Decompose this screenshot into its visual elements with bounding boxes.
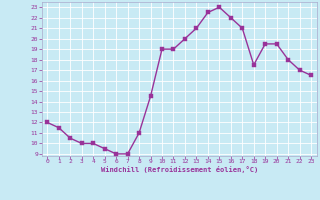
X-axis label: Windchill (Refroidissement éolien,°C): Windchill (Refroidissement éolien,°C): [100, 166, 258, 173]
